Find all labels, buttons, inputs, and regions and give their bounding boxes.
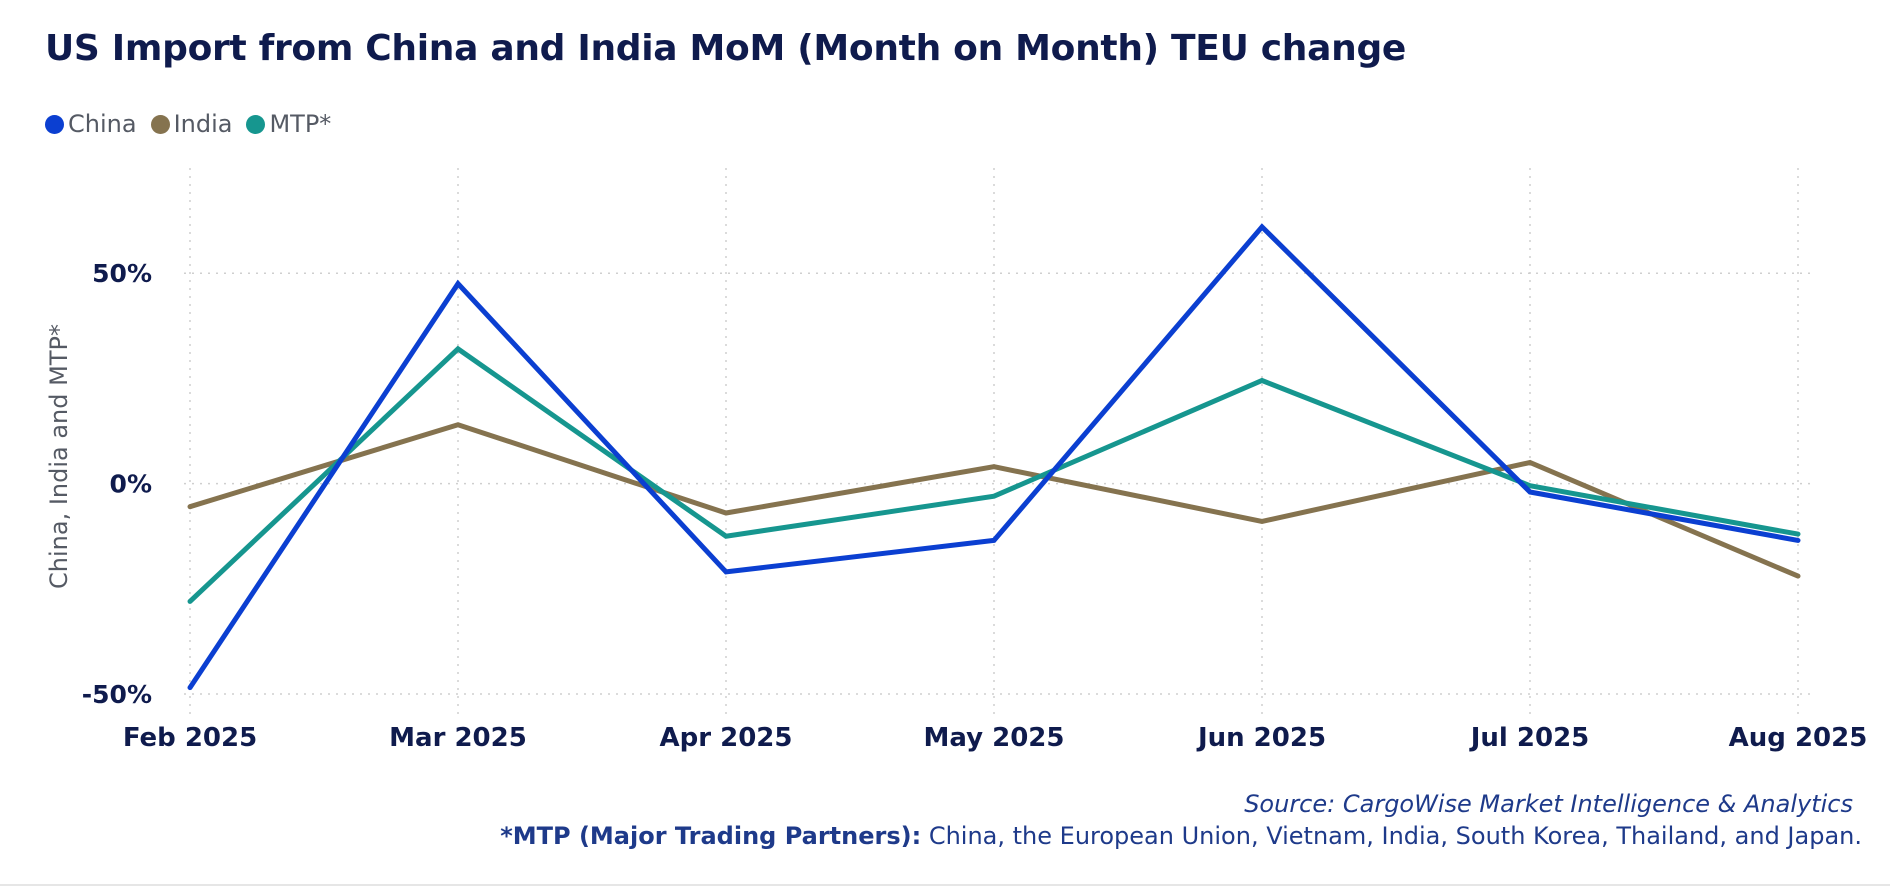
legend-item-mtp[interactable]: MTP*	[246, 110, 331, 138]
y-tick-label: -50%	[82, 680, 152, 709]
mtp-footnote-text: China, the European Union, Vietnam, Indi…	[921, 822, 1862, 850]
x-tick-label: Jul 2025	[1469, 723, 1590, 753]
grid-lines	[184, 168, 1810, 715]
data-point[interactable]	[720, 507, 732, 519]
series-line-mtp[interactable]	[187, 345, 1801, 604]
data-point[interactable]	[1256, 374, 1268, 386]
chart-title: US Import from China and India MoM (Mont…	[45, 28, 1407, 69]
source-note: Source: CargoWise Market Intelligence & …	[1244, 790, 1853, 818]
legend-item-india[interactable]: India	[150, 110, 233, 138]
series-line-china[interactable]	[187, 223, 1801, 691]
x-tick-label: Feb 2025	[123, 723, 257, 753]
data-point[interactable]	[184, 682, 196, 694]
legend-swatch-china	[45, 114, 64, 134]
x-axis-ticks: Feb 2025 Mar 2025 Apr 2025 May 2025 Jun 2025…	[123, 723, 1868, 753]
data-point[interactable]	[452, 343, 464, 355]
data-point[interactable]	[720, 530, 732, 542]
data-point[interactable]	[1792, 534, 1804, 546]
data-point[interactable]	[1792, 570, 1804, 582]
x-tick-label: Apr 2025	[660, 723, 793, 753]
bottom-divider	[0, 884, 1890, 886]
series-lines	[184, 221, 1804, 694]
x-tick-label: May 2025	[924, 723, 1065, 753]
mtp-footnote-term: *MTP (Major Trading Partners):	[500, 822, 922, 850]
data-point[interactable]	[1524, 457, 1536, 469]
data-point[interactable]	[720, 566, 732, 578]
legend-label-mtp: MTP*	[269, 110, 332, 138]
data-point[interactable]	[988, 490, 1000, 502]
data-point[interactable]	[1256, 515, 1268, 527]
y-tick-label: 0%	[110, 470, 152, 499]
legend-label-china: China	[68, 110, 137, 138]
data-point[interactable]	[1524, 486, 1536, 498]
legend-swatch-india	[150, 114, 170, 134]
data-point[interactable]	[452, 419, 464, 431]
data-point[interactable]	[184, 501, 196, 513]
legend-item-china[interactable]: China	[45, 110, 137, 138]
data-point[interactable]	[1256, 221, 1268, 233]
x-tick-label: Mar 2025	[389, 723, 527, 753]
data-point[interactable]	[184, 595, 196, 607]
y-tick-label: 50%	[92, 259, 152, 288]
mtp-footnote: *MTP (Major Trading Partners): China, th…	[500, 822, 1862, 850]
series-line-india[interactable]	[187, 422, 1801, 579]
data-point[interactable]	[988, 461, 1000, 473]
legend-swatch-mtp	[246, 114, 266, 134]
data-point[interactable]	[988, 534, 1000, 546]
chart-legend: China India MTP*	[45, 110, 345, 138]
x-tick-label: Aug 2025	[1729, 723, 1868, 753]
line-chart: 50% 0% -50% Feb 2025 Mar 2025 Apr 2025 May 20…	[45, 168, 1868, 753]
y-axis-ticks: 50% 0% -50%	[82, 259, 152, 709]
y-axis-label: China, India and MTP*	[45, 324, 73, 589]
data-point[interactable]	[452, 278, 464, 290]
legend-label-india: India	[173, 110, 233, 138]
x-tick-label: Jun 2025	[1196, 723, 1326, 753]
